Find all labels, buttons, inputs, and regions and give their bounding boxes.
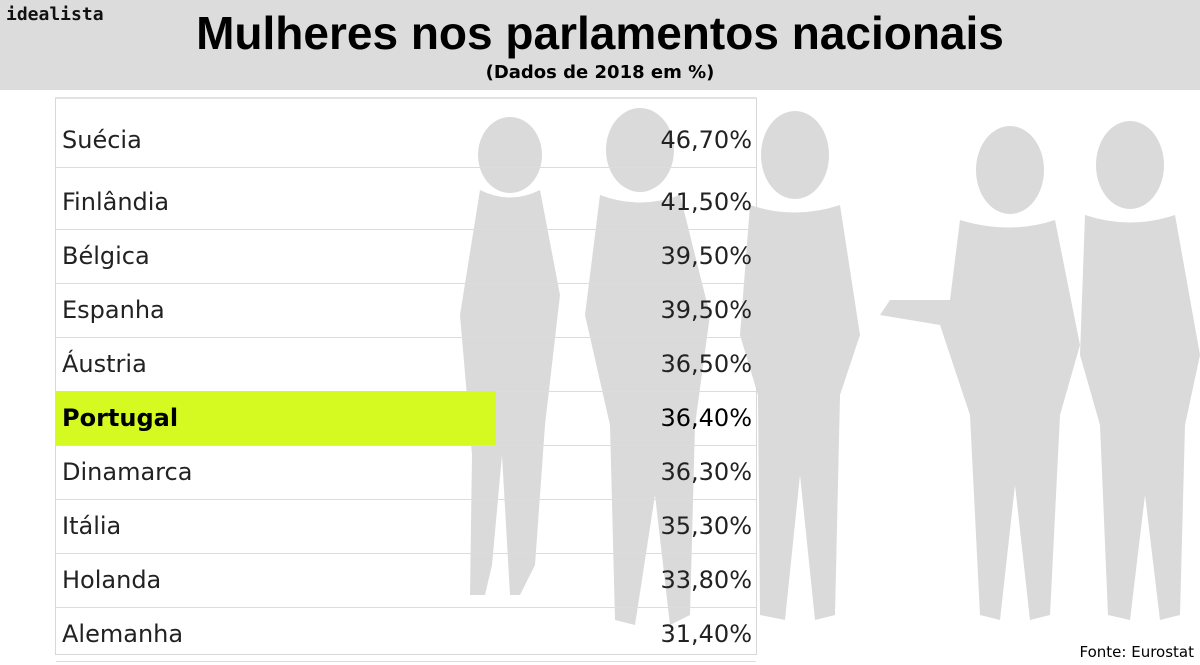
value-label: 36,30% [660,458,752,486]
table-row: Bélgica 39,50% [56,229,756,284]
value-label: 39,50% [660,242,752,270]
country-label: Holanda [62,566,162,594]
value-label: 36,50% [660,350,752,378]
country-label: Espanha [62,296,165,324]
value-label: 35,30% [660,512,752,540]
table-row: Portugal 36,40% [56,391,756,446]
table-row: Áustria 36,50% [56,337,756,392]
value-label: 33,80% [660,566,752,594]
country-label: Suécia [62,126,142,154]
country-label: Itália [62,512,122,540]
country-label: Portugal [62,404,179,432]
country-label: Alemanha [62,620,184,648]
country-label: Áustria [62,350,147,378]
brand-logo: idealista [6,4,104,25]
data-table: Suécia 46,70% Finlândia 41,50% Bélgica 39,50%… [55,97,757,662]
table-row: Finlândia 41,50% [56,175,756,230]
country-label: Dinamarca [62,458,193,486]
table-row: Espanha 39,50% [56,283,756,338]
header: idealista Mulheres nos parlamentos nacio… [0,0,1200,90]
value-label: 39,50% [660,296,752,324]
value-label: 31,40% [660,620,752,648]
chart-subtitle: (Dados de 2018 em %) [485,62,715,83]
source-note: Fonte: Eurostat [1079,643,1194,661]
value-label: 36,40% [660,404,752,432]
country-label: Finlândia [62,188,170,216]
table-row: Alemanha 31,40% [56,607,756,662]
table-row: Holanda 33,80% [56,553,756,608]
women-silhouettes-image [460,108,1200,625]
table-row: Itália 35,30% [56,499,756,554]
value-label: 46,70% [660,126,752,154]
chart-title: Mulheres nos parlamentos nacionais [196,7,1004,59]
highlight-bar [56,391,496,445]
table-row: Dinamarca 36,30% [56,445,756,500]
value-label: 41,50% [660,188,752,216]
table-row: Suécia 46,70% [56,113,756,168]
country-label: Bélgica [62,242,150,270]
